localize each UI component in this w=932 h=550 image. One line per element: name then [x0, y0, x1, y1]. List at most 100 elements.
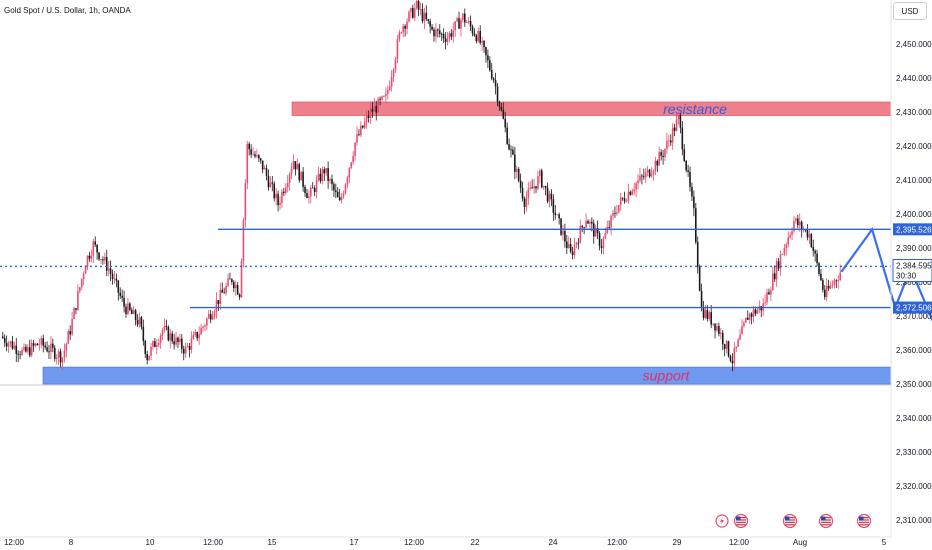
bull-candle — [348, 167, 351, 184]
time-axis[interactable]: 12:00 8 10 12:00 15 17 12:00 22 24 12:00 29 12:00 Au… — [0, 536, 891, 547]
candle-body — [820, 273, 822, 281]
candle-body — [631, 191, 634, 195]
bear-candle — [42, 334, 45, 353]
bull-candle — [246, 140, 249, 190]
bear-candle — [96, 244, 98, 260]
current-price-tag[interactable] — [892, 258, 932, 282]
bear-candle — [313, 185, 316, 197]
bear-candle — [608, 220, 610, 230]
bear-candle — [500, 102, 503, 112]
level-price-tag[interactable] — [893, 223, 932, 236]
candle-body — [487, 55, 489, 61]
bear-candle — [323, 166, 326, 181]
price-axis[interactable]: 2,310.000 2,320.000 2,330.000 2,340.000 2,35… — [890, 0, 932, 537]
candle-body — [816, 253, 818, 264]
bear-candle — [623, 191, 626, 204]
bull-candle — [567, 236, 570, 249]
us-flag-icon[interactable] — [818, 513, 834, 529]
us-flag-icon[interactable] — [856, 513, 872, 529]
candle-body — [88, 255, 91, 259]
candle-body — [660, 152, 662, 156]
candle-body — [79, 287, 81, 292]
bear-candle — [517, 167, 520, 183]
bear-candle — [773, 265, 776, 282]
candle-body — [837, 280, 840, 281]
bull-candle — [38, 338, 41, 351]
level-price-tag[interactable] — [893, 301, 932, 314]
us-flag-icon[interactable] — [733, 513, 749, 529]
bear-candle — [433, 27, 435, 42]
candle-body — [188, 346, 191, 350]
candle-body — [408, 11, 410, 22]
currency-button[interactable]: USD — [893, 2, 927, 20]
candle-body — [325, 168, 327, 174]
bull-candle — [619, 192, 622, 211]
bear-candle — [489, 56, 491, 72]
candle-body — [812, 247, 815, 251]
bull-candle — [758, 300, 761, 314]
support-zone[interactable] — [42, 366, 892, 385]
candle-body — [831, 284, 834, 286]
zones-layer: resistance support — [0, 101, 892, 386]
candle-body — [456, 18, 458, 22]
time-tick-label: 22 — [471, 538, 480, 547]
candle-body — [483, 40, 485, 48]
resistance-zone[interactable] — [291, 101, 892, 116]
bull-candle — [741, 319, 743, 335]
bull-candle — [200, 323, 202, 335]
candle-body — [498, 101, 501, 108]
candle-body — [598, 233, 601, 247]
bull-candle — [423, 7, 426, 30]
bear-candle — [583, 226, 585, 235]
time-tick-label: 24 — [549, 538, 558, 547]
candle-body — [53, 347, 56, 359]
candle-body — [417, 1, 420, 10]
candle-body — [798, 221, 801, 226]
bear-candle — [696, 236, 699, 274]
bear-candle — [333, 181, 335, 197]
bear-candle — [698, 264, 701, 292]
candle-body — [27, 347, 29, 352]
candle-body — [140, 317, 143, 327]
candle-body — [156, 344, 158, 348]
candle-body — [464, 13, 466, 23]
us-flag-icon[interactable] — [782, 513, 798, 529]
candle-body — [646, 169, 649, 173]
candle-body — [808, 234, 811, 238]
candle-body — [544, 185, 547, 189]
bull-candle — [415, 0, 418, 10]
candle-body — [46, 347, 48, 352]
bull-candle — [413, 3, 416, 22]
bear-candle — [521, 181, 524, 202]
candle-body — [217, 300, 220, 305]
candle-body — [687, 170, 689, 172]
candle-body — [375, 105, 378, 113]
us-flag-icon-canton — [821, 516, 826, 521]
bull-candle — [169, 328, 172, 349]
candle-body — [152, 341, 154, 347]
bull-candle — [594, 224, 597, 237]
lightning-icon[interactable] — [715, 514, 729, 528]
candle-body — [231, 279, 233, 283]
bear-candle — [683, 144, 686, 162]
candle-body — [388, 86, 391, 91]
candle-body — [240, 261, 243, 298]
candle-body — [215, 300, 218, 312]
candle-body — [437, 29, 439, 31]
bull-candle — [310, 185, 312, 204]
candle-body — [683, 149, 686, 161]
candle-body — [181, 338, 183, 349]
candle-body — [23, 346, 25, 350]
candle-body — [344, 184, 347, 194]
bull-candle — [350, 161, 353, 170]
bear-candle — [248, 141, 250, 156]
bear-candle — [173, 333, 175, 350]
candle-body — [129, 303, 131, 310]
bull-candle — [533, 178, 535, 194]
bear-candle — [810, 232, 813, 249]
bull-candle — [766, 288, 768, 306]
bull-candle — [365, 110, 368, 129]
candle-body — [471, 26, 474, 34]
bear-candle — [258, 154, 260, 163]
